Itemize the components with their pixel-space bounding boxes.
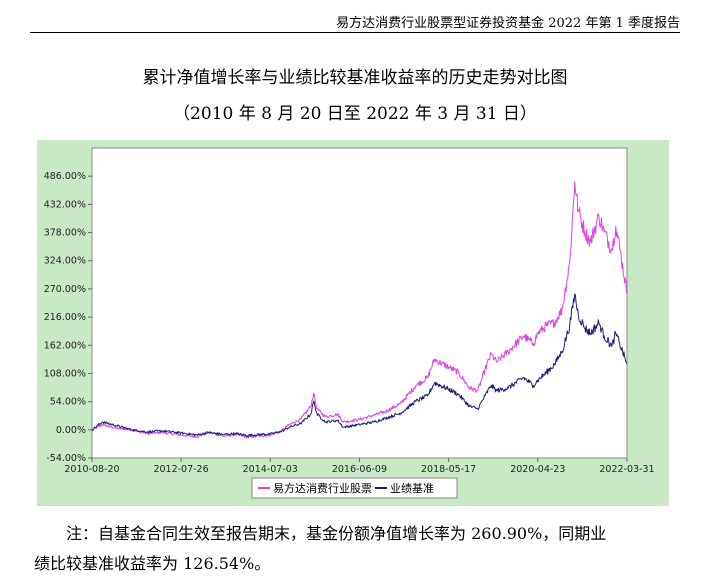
y-tick-label: 486.00% bbox=[44, 171, 86, 182]
y-tick-label: 54.00% bbox=[50, 397, 86, 408]
note-line-1: 注：自基金合同生效至报告期末，基金份额净值增长率为 260.90%，同期业 bbox=[66, 524, 607, 543]
series-line-fund bbox=[91, 181, 628, 439]
x-tick-label: 2020-04-23 bbox=[510, 464, 565, 475]
x-tick-label: 2022-03-31 bbox=[599, 464, 654, 475]
y-tick-label: 270.00% bbox=[44, 284, 86, 295]
legend: 易方达消费行业股票 业绩基准 bbox=[251, 477, 458, 499]
y-axis: -54.00% 0.00% 54.00% 108.00% 162.00% 216.00% 2… bbox=[44, 171, 92, 464]
x-tick-label: 2010-08-20 bbox=[64, 464, 119, 475]
legend-label-benchmark: 业绩基准 bbox=[390, 482, 434, 495]
y-tick-label: 324.00% bbox=[44, 256, 86, 267]
chart-title: 累计净值增长率与业绩比较基准收益率的历史走势对比图 bbox=[142, 68, 568, 88]
x-tick-label: 2014-07-03 bbox=[243, 464, 298, 475]
legend-box bbox=[251, 477, 458, 499]
y-tick-label: -54.00% bbox=[46, 453, 86, 464]
x-tick-label: 2018-05-17 bbox=[421, 464, 476, 475]
report-header-text: 易方达消费行业股票型证券投资基金 2022 年第 1 季度报告 bbox=[336, 16, 680, 31]
y-tick-label: 378.00% bbox=[44, 228, 86, 239]
series-lines bbox=[91, 181, 628, 439]
x-tick-label: 2016-06-09 bbox=[332, 464, 387, 475]
y-tick-label: 0.00% bbox=[56, 425, 86, 436]
x-tick-label: 2012-07-26 bbox=[153, 464, 208, 475]
y-tick-label: 216.00% bbox=[44, 312, 86, 323]
chart-container: -54.00% 0.00% 54.00% 108.00% 162.00% 216.00% 2… bbox=[37, 140, 669, 506]
series-line-benchmark bbox=[91, 293, 628, 437]
y-tick-label: 108.00% bbox=[44, 368, 86, 379]
plot-area bbox=[91, 147, 628, 459]
legend-label-fund: 易方达消费行业股票 bbox=[273, 481, 372, 495]
chart-subtitle: （2010 年 8 月 20 日至 2022 年 3 月 31 日） bbox=[173, 104, 537, 124]
report-header: 易方达消费行业股票型证券投资基金 2022 年第 1 季度报告 bbox=[30, 6, 680, 33]
note-line-2: 绩比较基准收益率为 126.54%。 bbox=[34, 554, 271, 573]
y-tick-label: 432.00% bbox=[44, 199, 86, 210]
line-chart: -54.00% 0.00% 54.00% 108.00% 162.00% 216.00% 2… bbox=[37, 140, 669, 506]
x-axis: 2010-08-20 2012-07-26 2014-07-03 2016-06-09… bbox=[64, 458, 655, 475]
y-tick-label: 162.00% bbox=[44, 340, 86, 351]
